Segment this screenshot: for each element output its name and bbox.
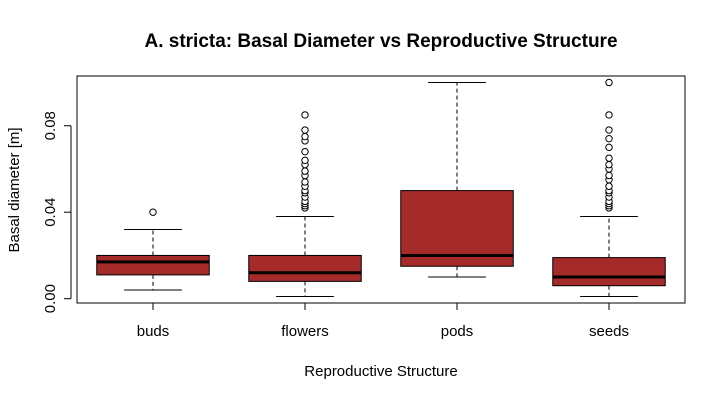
- outlier-point: [605, 111, 613, 119]
- x-tick-label: flowers: [281, 323, 329, 340]
- outlier-point: [605, 134, 613, 143]
- box-seeds: [552, 78, 666, 298]
- box-body: [248, 254, 362, 282]
- outlier-point: [605, 160, 613, 169]
- outlier-point: [301, 156, 309, 165]
- y-axis: 0.00 0.04 0.08: [42, 111, 72, 313]
- y-tick-label: 0.00: [42, 284, 59, 313]
- x-tick-label: seeds: [589, 323, 629, 340]
- outlier-point: [605, 182, 613, 190]
- outlier-point: [301, 111, 309, 119]
- box-body: [400, 190, 514, 267]
- outlier-point: [605, 171, 613, 180]
- box-body: [96, 254, 210, 276]
- chart-title: A. stricta: Basal Diameter vs Reproducti…: [144, 31, 617, 52]
- y-tick-label: 0.08: [42, 111, 59, 140]
- x-tick-label: pods: [441, 323, 474, 340]
- outlier-point: [605, 126, 613, 134]
- y-axis-label: Basal diameter [m]: [6, 127, 23, 252]
- box-flowers: [248, 111, 362, 298]
- outlier-point: [605, 154, 613, 162]
- outlier-point: [605, 78, 613, 87]
- boxes: [96, 78, 666, 298]
- outlier-point: [301, 126, 309, 134]
- outlier-point: [301, 132, 309, 141]
- box-body: [552, 257, 666, 287]
- outlier-point: [149, 208, 157, 216]
- outlier-point: [301, 178, 309, 186]
- x-tick-label: buds: [137, 323, 170, 340]
- box-buds: [96, 208, 210, 291]
- outlier-point: [301, 167, 309, 175]
- outlier-point: [605, 143, 613, 152]
- box-pods: [400, 81, 514, 278]
- x-axis: buds flowers pods seeds: [137, 302, 629, 340]
- outlier-point: [301, 147, 309, 156]
- x-axis-label: Reproductive Structure: [304, 363, 457, 380]
- y-tick-label: 0.04: [42, 198, 59, 227]
